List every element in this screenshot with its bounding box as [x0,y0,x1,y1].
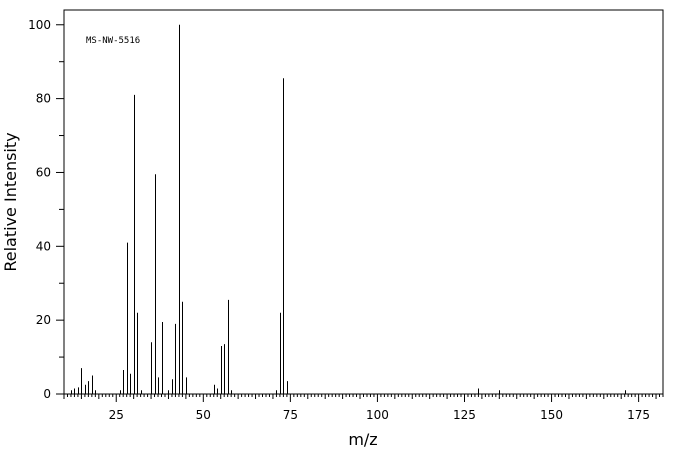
x-axis-minor-ticks [63,394,664,399]
x-tick-label: 25 [109,408,124,422]
x-tick-label: 125 [453,408,476,422]
y-axis-minor-ticks [59,61,64,358]
spectrum-id-annotation: MS-NW-5516 [86,36,140,46]
x-tick-label: 150 [540,408,563,422]
y-tick-label: 80 [36,92,51,106]
spectrum-peaks [71,24,626,394]
x-tick-label: 100 [366,408,389,422]
y-axis-ticks: 0 20 40 60 80 100 [28,18,64,401]
x-tick-label: 75 [283,408,298,422]
x-axis-ticks: 25 50 75 100 125 150 175 [109,394,650,422]
y-tick-label: 20 [36,313,51,327]
y-tick-label: 40 [36,239,51,253]
y-axis-title: Relative Intensity [1,132,20,271]
y-tick-label: 0 [43,387,51,401]
plot-frame [63,9,664,395]
x-tick-label: 175 [627,408,650,422]
x-axis-title: m/z [348,430,377,449]
x-tick-label: 50 [196,408,211,422]
y-tick-label: 60 [36,165,51,179]
y-tick-label: 100 [28,18,51,32]
